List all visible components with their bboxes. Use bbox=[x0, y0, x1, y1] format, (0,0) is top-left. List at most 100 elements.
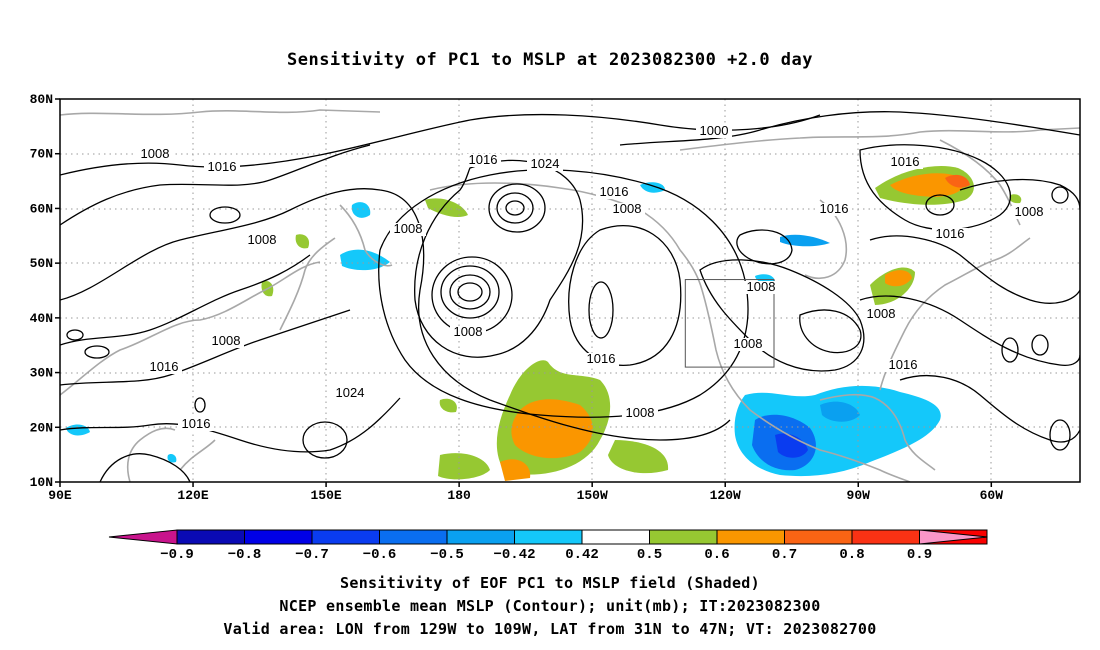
contour-line bbox=[60, 309, 351, 386]
latitude-ticks: 10N 20N 30N 40N 50N 60N 70N 80N bbox=[30, 92, 60, 490]
contour-label-bg bbox=[204, 161, 240, 174]
contour-loop bbox=[1051, 186, 1069, 204]
colorbar-label: 0.42 bbox=[565, 547, 599, 563]
positive-sensitivity-blob bbox=[608, 440, 669, 474]
contour-label-bg bbox=[885, 359, 921, 372]
contour-label: 1008 bbox=[141, 146, 170, 161]
coastline-japan bbox=[279, 237, 336, 331]
high-pressure-center bbox=[588, 281, 614, 339]
low-pressure-center bbox=[925, 194, 955, 216]
contour-line bbox=[619, 111, 1080, 146]
negative-sensitivity-blob bbox=[340, 249, 390, 271]
lon-tick-label: 60W bbox=[980, 488, 1004, 503]
positive-sensitivity-core bbox=[945, 174, 970, 188]
footer-shading-description: Sensitivity of EOF PC1 to MSLP field (Sh… bbox=[340, 574, 760, 592]
mslp-contours bbox=[60, 111, 1080, 482]
lon-tick-label: 90E bbox=[48, 488, 72, 503]
contour-label: 1016 bbox=[891, 154, 920, 169]
lon-tick-label: 150W bbox=[577, 488, 608, 503]
negative-sensitivity-blob bbox=[167, 453, 177, 463]
contour-label: 1008 bbox=[1015, 204, 1044, 219]
low-pressure-center bbox=[457, 282, 483, 302]
colorbar-label: −0.9 bbox=[160, 547, 194, 563]
colorbar-label: −0.42 bbox=[493, 547, 535, 563]
low-pressure-center bbox=[488, 183, 546, 233]
contour-label: 1016 bbox=[150, 359, 179, 374]
coastline-arctic-canada bbox=[679, 127, 1080, 151]
contour-label-bg bbox=[137, 148, 173, 161]
contour-label-bg bbox=[1011, 206, 1047, 219]
colorbar-label: 0.5 bbox=[637, 547, 662, 563]
positive-sensitivity-core bbox=[885, 270, 912, 287]
positive-sensitivity-blob bbox=[295, 234, 310, 249]
contour-label-bg bbox=[730, 338, 766, 351]
lat-tick-label: 50N bbox=[30, 256, 53, 271]
lon-tick-label: 120W bbox=[710, 488, 741, 503]
contour-labels: 1008 1016 1016 1008 1016 1016 1008 1016 1024 1008… bbox=[137, 123, 1047, 431]
contour-label: 1016 bbox=[936, 226, 965, 241]
contour-label: 1016 bbox=[889, 357, 918, 372]
contour-label: 1008 bbox=[626, 405, 655, 420]
lon-tick-label: 90W bbox=[847, 488, 871, 503]
contour-label-bg bbox=[887, 156, 923, 169]
colorbar-segment bbox=[244, 529, 313, 545]
colorbar-segment bbox=[716, 529, 785, 545]
lon-tick-label: 180 bbox=[447, 488, 471, 503]
contour-line bbox=[60, 188, 731, 441]
contour-label-bg bbox=[622, 407, 658, 420]
colorbar-label: −0.5 bbox=[430, 547, 464, 563]
colorbar-segment bbox=[851, 529, 920, 545]
contour-label: 1016 bbox=[820, 201, 849, 216]
colorbar-label: −0.7 bbox=[295, 547, 329, 563]
contour-label: 1008 bbox=[734, 336, 763, 351]
longitude-ticks: 90E 120E 150E 180 150W 120W 90W 60W bbox=[48, 482, 1003, 503]
lat-tick-label: 70N bbox=[30, 147, 53, 162]
positive-sensitivity-blob bbox=[439, 398, 457, 413]
colorbar bbox=[108, 529, 988, 545]
contour-loop bbox=[194, 397, 206, 413]
footer-valid-area: Valid area: LON from 129W to 109W, LAT f… bbox=[223, 620, 877, 638]
contour-line bbox=[869, 235, 1080, 304]
lat-tick-label: 60N bbox=[30, 201, 53, 216]
contour-line bbox=[899, 374, 1080, 443]
contour-label: 1008 bbox=[747, 279, 776, 294]
colorbar-segment bbox=[784, 529, 853, 545]
contour-loop bbox=[1001, 337, 1019, 363]
contour-label-bg bbox=[583, 353, 619, 366]
positive-sensitivity-core bbox=[890, 173, 964, 197]
contour-label: 1000 bbox=[700, 123, 729, 138]
colorbar-label: 0.6 bbox=[704, 547, 729, 563]
lat-tick-label: 80N bbox=[30, 92, 53, 107]
contour-line bbox=[60, 113, 821, 176]
contour-label-bg bbox=[390, 223, 426, 236]
positive-sensitivity-blob bbox=[500, 459, 531, 481]
contour-line bbox=[959, 178, 1080, 211]
contour-loop bbox=[66, 329, 84, 341]
contour-line bbox=[799, 309, 862, 354]
lon-tick-label: 150E bbox=[310, 488, 341, 503]
contour-label-bg bbox=[932, 228, 968, 241]
contour-label-bg bbox=[465, 154, 501, 167]
contour-line bbox=[736, 229, 793, 265]
contour-loop bbox=[209, 206, 241, 224]
figure-title: Sensitivity of PC1 to MSLP at 2023082300… bbox=[286, 50, 813, 70]
contour-loop bbox=[302, 421, 348, 459]
low-pressure-center bbox=[505, 200, 525, 216]
colorbar-segment bbox=[514, 529, 583, 545]
colorbar-segment bbox=[379, 529, 448, 545]
contour-label-bg bbox=[743, 281, 779, 294]
negative-sensitivity-blob bbox=[351, 202, 371, 218]
contour-line bbox=[60, 397, 401, 453]
colorbar-segment bbox=[446, 529, 515, 545]
lat-tick-label: 30N bbox=[30, 366, 53, 381]
negative-sensitivity-core bbox=[775, 433, 808, 458]
contour-label: 1008 bbox=[867, 306, 896, 321]
contour-label-bg bbox=[208, 335, 244, 348]
contour-label: 1008 bbox=[613, 201, 642, 216]
contour-label: 1016 bbox=[469, 152, 498, 167]
contour-label-bg bbox=[146, 361, 182, 374]
lon-tick-label: 120E bbox=[177, 488, 208, 503]
negative-sensitivity-blob bbox=[820, 401, 860, 422]
map-frame bbox=[59, 98, 1081, 483]
